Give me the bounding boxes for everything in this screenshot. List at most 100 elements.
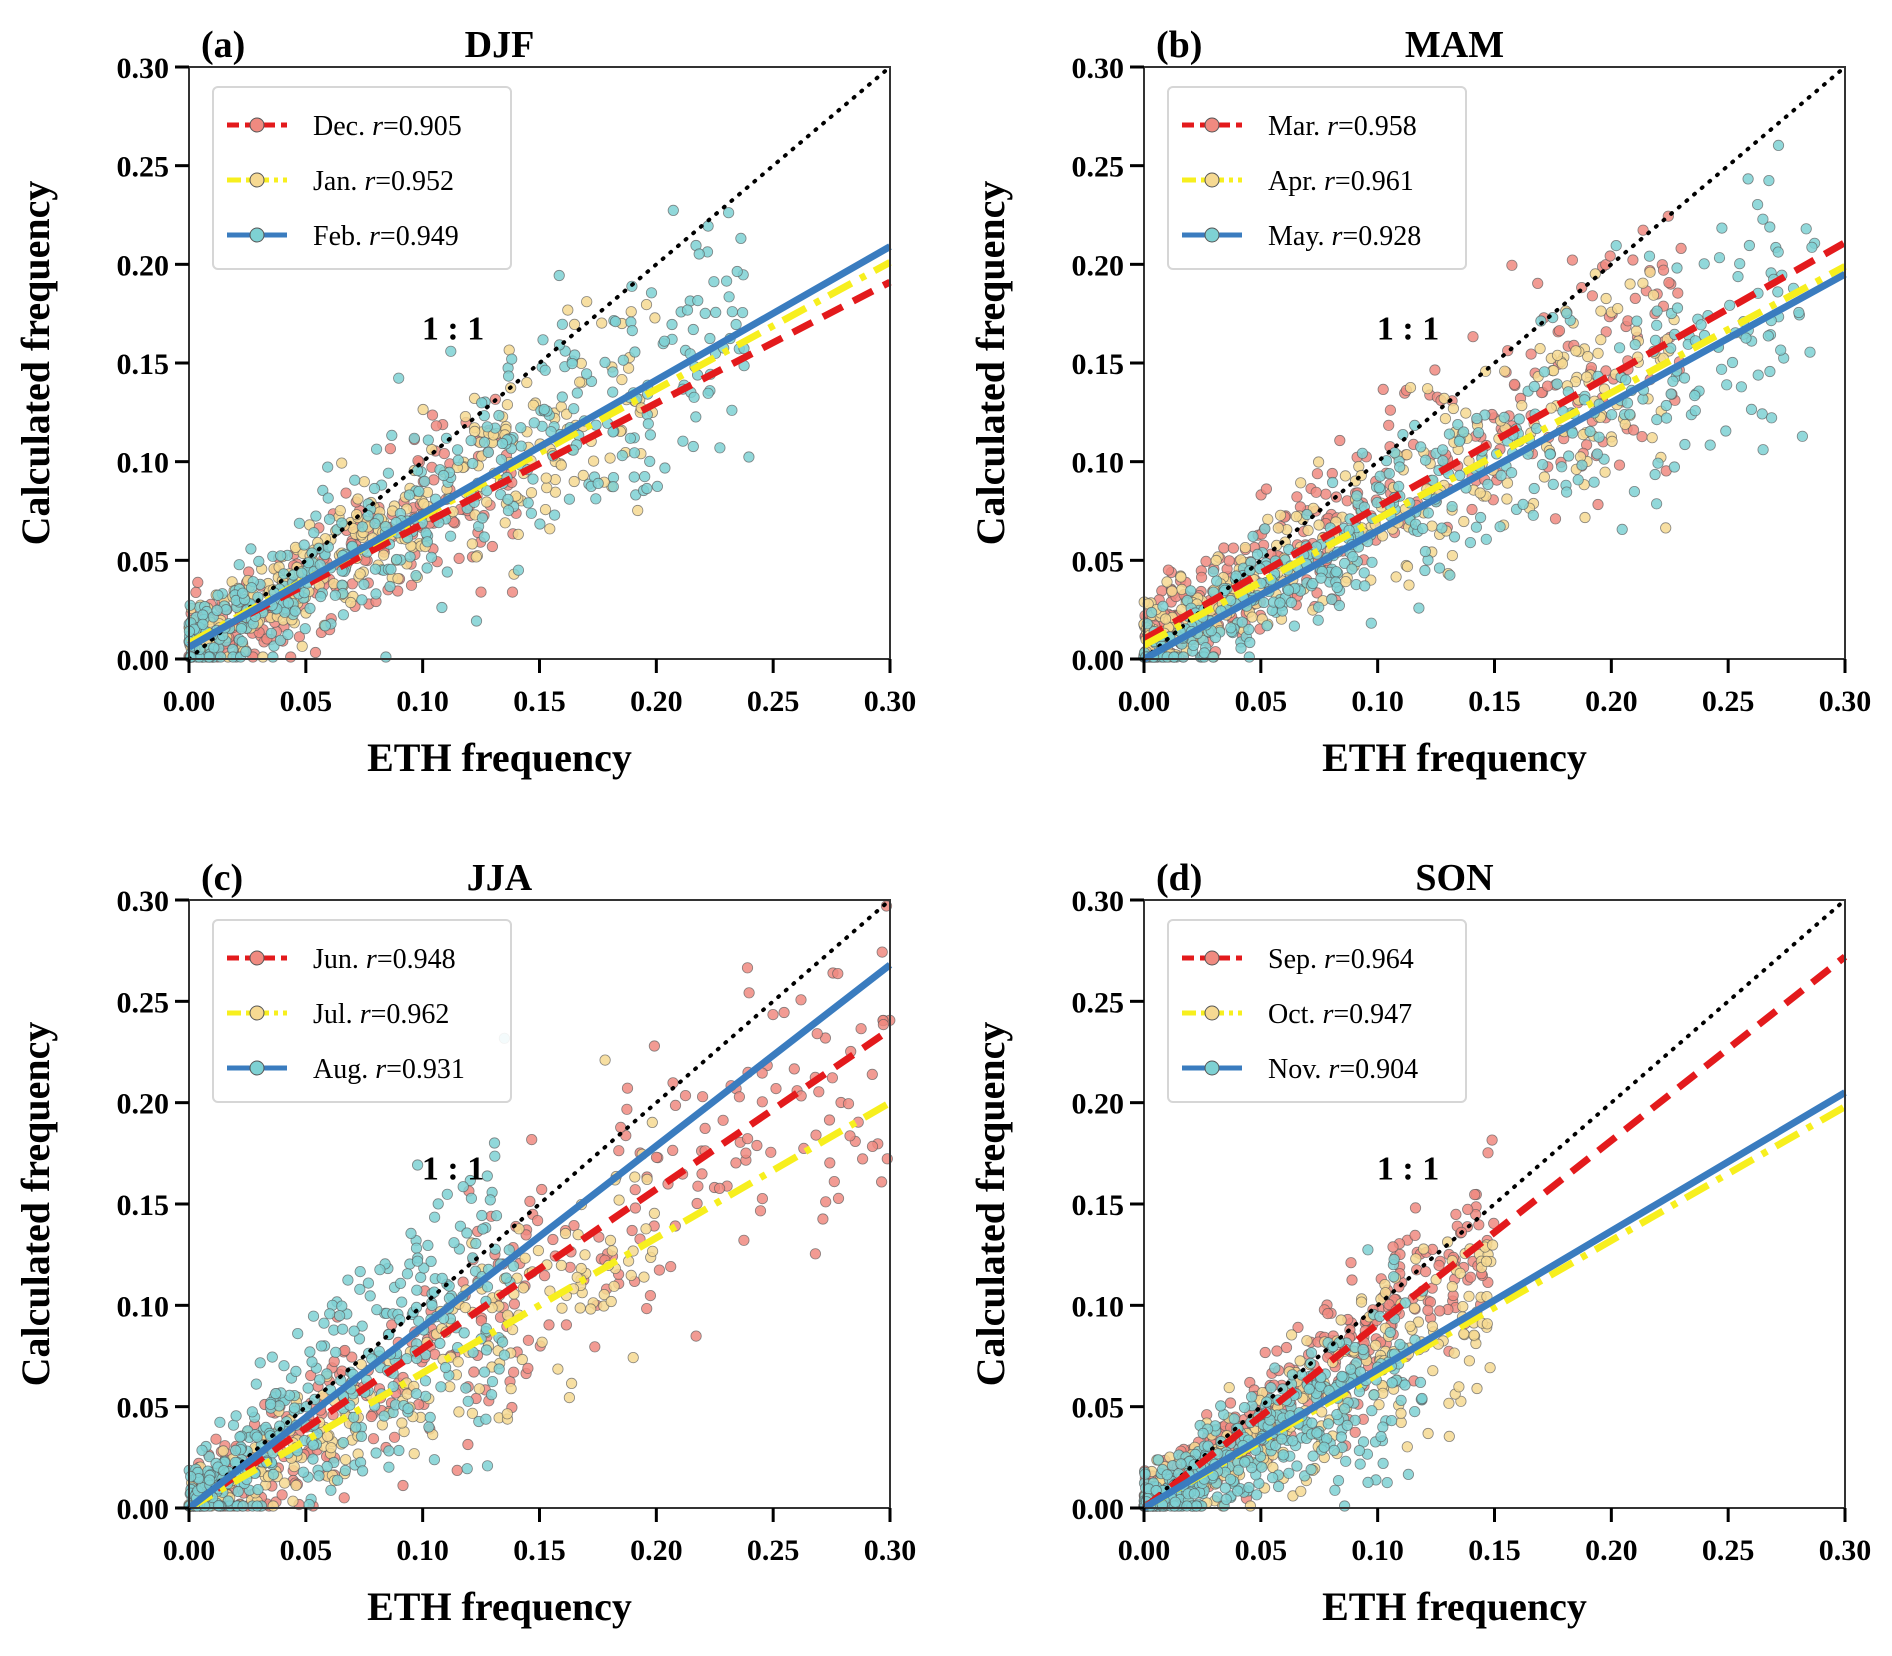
x-axis-title: ETH frequency <box>1322 735 1587 780</box>
data-point <box>1414 1376 1427 1389</box>
data-point <box>1513 413 1525 425</box>
data-point <box>436 1272 448 1284</box>
legend-label: Feb. r=0.949 <box>313 221 459 252</box>
data-point <box>642 418 654 430</box>
data-point <box>1757 444 1769 456</box>
data-point <box>1464 536 1477 549</box>
data-point <box>756 1193 769 1205</box>
data-point <box>621 1082 634 1094</box>
data-point <box>1404 381 1417 394</box>
data-point <box>1721 379 1733 391</box>
data-point <box>645 287 658 299</box>
data-point <box>321 1430 334 1442</box>
data-point <box>1311 1427 1323 1439</box>
data-point <box>1377 1457 1389 1470</box>
data-point <box>441 566 453 578</box>
data-point <box>1277 1449 1289 1461</box>
data-point <box>315 1340 327 1352</box>
data-point <box>1351 490 1363 502</box>
data-point <box>1368 1389 1380 1401</box>
data-point <box>1162 564 1175 576</box>
legend-marker-swatch <box>1204 172 1220 188</box>
data-point <box>369 563 381 575</box>
data-point <box>1362 1244 1374 1256</box>
data-point <box>435 1381 447 1393</box>
data-point <box>251 1500 263 1512</box>
data-point <box>1484 1362 1496 1374</box>
data-point <box>580 368 593 380</box>
data-point <box>461 1463 473 1475</box>
data-point <box>1566 254 1579 266</box>
data-point <box>1637 277 1649 289</box>
data-point <box>1576 459 1588 471</box>
data-point <box>1210 554 1222 567</box>
x-tick-label: 0.15 <box>513 685 566 718</box>
data-point <box>579 1249 591 1261</box>
data-point <box>1460 407 1472 419</box>
data-point <box>1447 402 1460 415</box>
data-point <box>506 586 519 598</box>
data-point <box>1651 305 1663 317</box>
data-point <box>641 1303 653 1315</box>
data-point <box>1339 470 1352 482</box>
data-point <box>1651 319 1663 331</box>
data-point <box>649 312 661 324</box>
data-point <box>1551 349 1564 361</box>
legend-marker-swatch <box>1204 950 1220 966</box>
data-point <box>607 386 619 398</box>
data-point <box>1346 1274 1358 1286</box>
data-point <box>1481 1318 1493 1330</box>
data-point <box>702 220 714 232</box>
data-point <box>313 1470 325 1482</box>
data-point <box>493 1363 505 1375</box>
data-point <box>1417 522 1429 535</box>
data-point <box>714 442 726 454</box>
x-tick-label: 0.10 <box>1351 685 1404 718</box>
data-point <box>568 475 580 488</box>
data-point <box>1190 1500 1203 1512</box>
data-point <box>1657 264 1670 276</box>
data-point <box>322 461 334 473</box>
data-point <box>1595 305 1607 317</box>
data-point <box>1474 487 1486 499</box>
data-point <box>459 1302 471 1314</box>
data-point <box>1716 363 1728 375</box>
data-point <box>644 1290 657 1302</box>
data-point <box>1331 581 1343 594</box>
data-point <box>1495 469 1507 482</box>
data-point <box>1422 1304 1434 1316</box>
data-point <box>467 457 479 470</box>
data-point <box>646 1245 659 1257</box>
y-tick-label: 0.05 <box>117 1392 170 1425</box>
data-point <box>1305 1347 1318 1359</box>
legend-item: Dec. r=0.905 <box>227 111 462 142</box>
data-point <box>604 1234 617 1247</box>
data-point <box>690 411 702 423</box>
legend-marker-swatch <box>249 227 265 243</box>
data-point <box>702 387 714 399</box>
panel-label: (d) <box>1156 857 1202 899</box>
y-tick-label: 0.05 <box>1072 1392 1125 1425</box>
data-point <box>333 1310 346 1322</box>
data-point <box>480 1344 493 1356</box>
data-point <box>736 306 749 319</box>
data-point <box>1586 290 1599 302</box>
data-point <box>1243 651 1255 663</box>
y-tick-label: 0.15 <box>117 1189 170 1222</box>
data-point <box>866 1068 878 1081</box>
data-point <box>417 403 429 416</box>
data-point <box>1616 523 1628 536</box>
data-point <box>1355 1296 1368 1308</box>
data-point <box>190 586 202 599</box>
data-point <box>1377 383 1389 395</box>
data-point <box>1453 1381 1465 1393</box>
data-point <box>336 1323 349 1335</box>
data-point <box>877 1018 890 1031</box>
data-point <box>616 449 628 462</box>
data-point <box>687 323 699 336</box>
x-tick-label: 0.05 <box>1235 1534 1288 1567</box>
data-point <box>1660 399 1672 412</box>
data-point <box>1606 435 1618 447</box>
x-tick-label: 0.20 <box>630 1534 683 1567</box>
data-point <box>1636 430 1648 443</box>
